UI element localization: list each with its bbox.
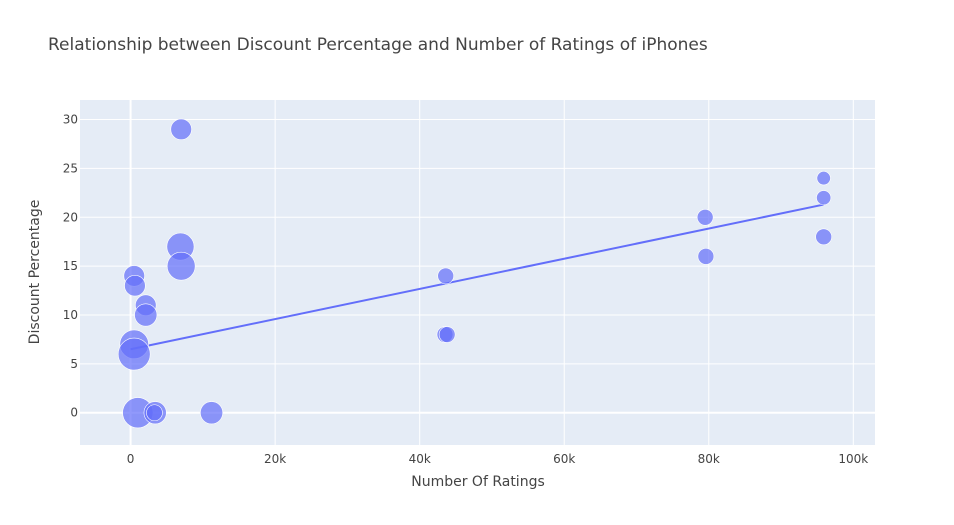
scatter-point[interactable] <box>117 337 151 371</box>
y-tick-label: 20 <box>63 210 78 224</box>
y-tick-label: 5 <box>70 357 78 371</box>
scatter-point[interactable] <box>170 118 192 141</box>
scatter-points <box>117 118 832 429</box>
scatter-point[interactable] <box>134 303 158 327</box>
x-tick-label: 40k <box>409 452 431 466</box>
trendline-layer <box>130 203 824 351</box>
x-tick-label: 20k <box>264 452 286 466</box>
x-tick-label: 80k <box>698 452 720 466</box>
y-tick-label: 25 <box>63 161 78 175</box>
scatter-point[interactable] <box>166 251 196 281</box>
x-tick-label: 100k <box>838 452 868 466</box>
scatter-point[interactable] <box>124 274 146 297</box>
scatter-point[interactable] <box>146 404 163 422</box>
scatter-point[interactable] <box>816 171 831 186</box>
y-axis-title: Discount Percentage <box>27 200 43 345</box>
x-axis-title: Number Of Ratings <box>411 474 545 490</box>
trendline <box>130 203 824 351</box>
x-axis-ticks: 0 20k 40k 60k 80k 100k <box>127 452 869 466</box>
scatter-point[interactable] <box>200 401 224 425</box>
scatter-point[interactable] <box>816 190 832 206</box>
y-tick-label: 10 <box>63 308 78 322</box>
scatter-point[interactable] <box>696 208 714 226</box>
x-tick-label: 0 <box>127 452 135 466</box>
chart-title: Relationship between Discount Percentage… <box>48 35 708 55</box>
scatter-point[interactable] <box>815 228 832 246</box>
y-tick-label: 15 <box>63 259 78 273</box>
scatter-point[interactable] <box>437 267 455 285</box>
y-tick-label: 30 <box>63 113 78 127</box>
y-axis-ticks: 0 5 10 15 20 25 30 <box>63 113 78 420</box>
scatter-point[interactable] <box>438 326 456 343</box>
x-tick-label: 60k <box>553 452 575 466</box>
plot-area <box>80 100 875 445</box>
y-tick-label: 0 <box>70 406 78 420</box>
scatter-point[interactable] <box>697 248 715 265</box>
